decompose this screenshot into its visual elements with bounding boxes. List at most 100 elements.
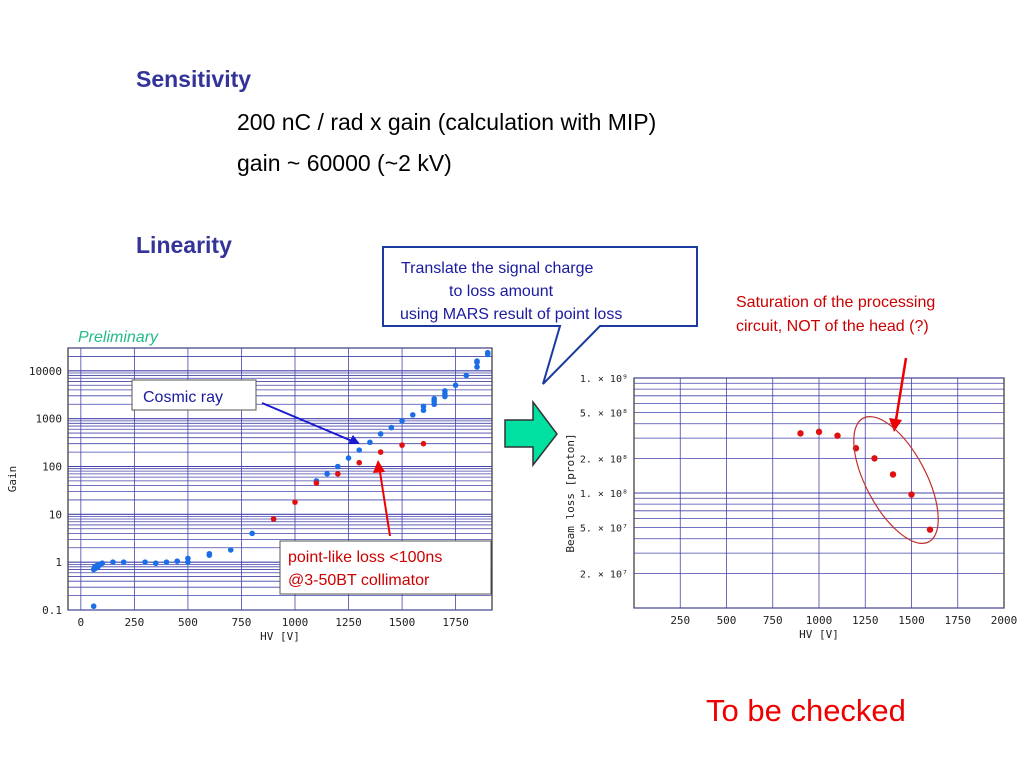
to-be-checked-note: To be checked xyxy=(706,693,906,728)
y-tick-label: 10 xyxy=(49,508,62,521)
data-point xyxy=(926,526,934,533)
x-tick-label: 750 xyxy=(763,614,783,627)
y-tick-label: 5. × 10⁷ xyxy=(580,524,628,535)
x-tick-label: 1500 xyxy=(389,616,416,629)
data-point xyxy=(797,430,804,437)
saturation-arrow-head xyxy=(889,418,902,432)
data-point xyxy=(377,431,384,437)
point-loss-line-2: @3-50BT collimator xyxy=(288,572,430,589)
x-tick-label: 750 xyxy=(232,616,252,629)
data-point xyxy=(377,449,384,455)
cosmic-ray-arrow-head xyxy=(348,435,360,444)
x-tick-label: 1250 xyxy=(852,614,879,627)
data-point xyxy=(152,560,159,567)
translate-line-2: to loss amount xyxy=(449,283,554,300)
data-point xyxy=(185,555,191,562)
y-tick-label: 0.1 xyxy=(42,604,62,617)
saturation-ellipse xyxy=(853,416,939,544)
right-arrow-icon xyxy=(504,399,558,468)
data-point xyxy=(120,559,127,565)
y-axis-label: Gain xyxy=(6,466,19,493)
data-point xyxy=(474,364,480,370)
x-tick-label: 1250 xyxy=(335,616,362,629)
x-tick-label: 1000 xyxy=(806,614,833,627)
data-point xyxy=(908,491,915,498)
y-tick-label: 2. × 10⁸ xyxy=(580,454,628,465)
x-tick-label: 1000 xyxy=(282,616,309,629)
y-tick-label: 1. × 10⁸ xyxy=(580,489,628,500)
x-tick-label: 1750 xyxy=(442,616,469,629)
data-point xyxy=(142,559,148,565)
saturation-note-line-2: circuit, NOT of the head (?) xyxy=(736,318,929,335)
data-point xyxy=(452,382,459,389)
translate-line-1: Translate the signal charge xyxy=(401,260,594,277)
cosmic-ray-label-box xyxy=(131,379,257,411)
x-tick-label: 250 xyxy=(124,616,144,629)
data-point xyxy=(90,603,97,610)
cosmic-ray-label: Cosmic ray xyxy=(143,389,223,406)
data-point xyxy=(367,439,373,446)
data-point xyxy=(99,560,106,567)
sensitivity-heading: Sensitivity xyxy=(136,66,252,92)
data-point xyxy=(335,463,341,470)
data-point xyxy=(356,459,363,466)
point-loss-label-box xyxy=(279,540,492,595)
point-loss-arrow-head xyxy=(373,460,385,473)
data-point xyxy=(484,349,491,356)
data-point xyxy=(442,388,448,394)
data-point xyxy=(420,403,427,410)
data-point xyxy=(409,412,416,418)
x-tick-label: 500 xyxy=(178,616,198,629)
data-point xyxy=(431,396,437,402)
y-tick-label: 10000 xyxy=(29,365,62,378)
sensitivity-line-2: gain ~ 60000 (~2 kV) xyxy=(237,150,452,176)
data-point xyxy=(871,455,878,462)
data-point xyxy=(399,442,405,448)
data-point xyxy=(463,372,470,379)
data-point xyxy=(206,552,213,558)
y-axis-label: Beam loss [proton] xyxy=(564,433,577,552)
y-tick-label: 1 xyxy=(55,556,62,569)
data-point xyxy=(356,447,363,453)
data-point xyxy=(420,440,427,447)
translate-callout-bubble xyxy=(382,246,698,385)
x-tick-label: 1500 xyxy=(898,614,925,627)
data-point xyxy=(249,530,255,537)
data-point xyxy=(110,559,116,565)
point-loss-line-1: point-like loss <100ns xyxy=(288,549,442,566)
data-point xyxy=(345,455,352,461)
y-tick-label: 5. × 10⁸ xyxy=(580,409,628,420)
y-tick-label: 100 xyxy=(42,460,62,473)
x-tick-label: 1750 xyxy=(945,614,972,627)
x-tick-label: 250 xyxy=(670,614,690,627)
data-point xyxy=(889,471,897,478)
x-axis-label: HV [V] xyxy=(260,630,300,643)
data-point xyxy=(163,559,170,565)
data-point xyxy=(174,558,181,564)
data-point xyxy=(324,471,330,477)
data-point xyxy=(474,358,480,364)
data-point xyxy=(399,418,405,424)
sensitivity-line-1: 200 nC / rad x gain (calculation with MI… xyxy=(237,109,657,135)
saturation-arrow xyxy=(894,357,908,421)
data-point xyxy=(292,499,298,505)
cosmic-ray-arrow xyxy=(261,402,353,442)
saturation-note-line-1: Saturation of the processing xyxy=(736,294,936,311)
data-point xyxy=(313,480,320,486)
x-axis-label: HV [V] xyxy=(799,628,839,641)
beam-loss-vs-hv-chart: 250 500 750 1000 1250 1500 1750 2000 2. × 10⁷ 5. … xyxy=(564,374,1017,641)
data-point xyxy=(834,432,841,439)
data-point xyxy=(270,516,277,522)
linearity-heading: Linearity xyxy=(136,232,232,258)
point-loss-arrow xyxy=(379,471,391,537)
y-tick-label: 1000 xyxy=(36,413,63,426)
x-tick-label: 2000 xyxy=(991,614,1018,627)
data-point xyxy=(388,424,395,431)
preliminary-label: Preliminary xyxy=(78,329,159,346)
y-tick-label: 1. × 10⁹ xyxy=(580,374,628,385)
y-tick-label: 2. × 10⁷ xyxy=(580,569,628,580)
x-tick-label: 500 xyxy=(717,614,737,627)
data-point xyxy=(815,428,823,436)
translate-line-3: using MARS result of point loss xyxy=(400,306,622,323)
